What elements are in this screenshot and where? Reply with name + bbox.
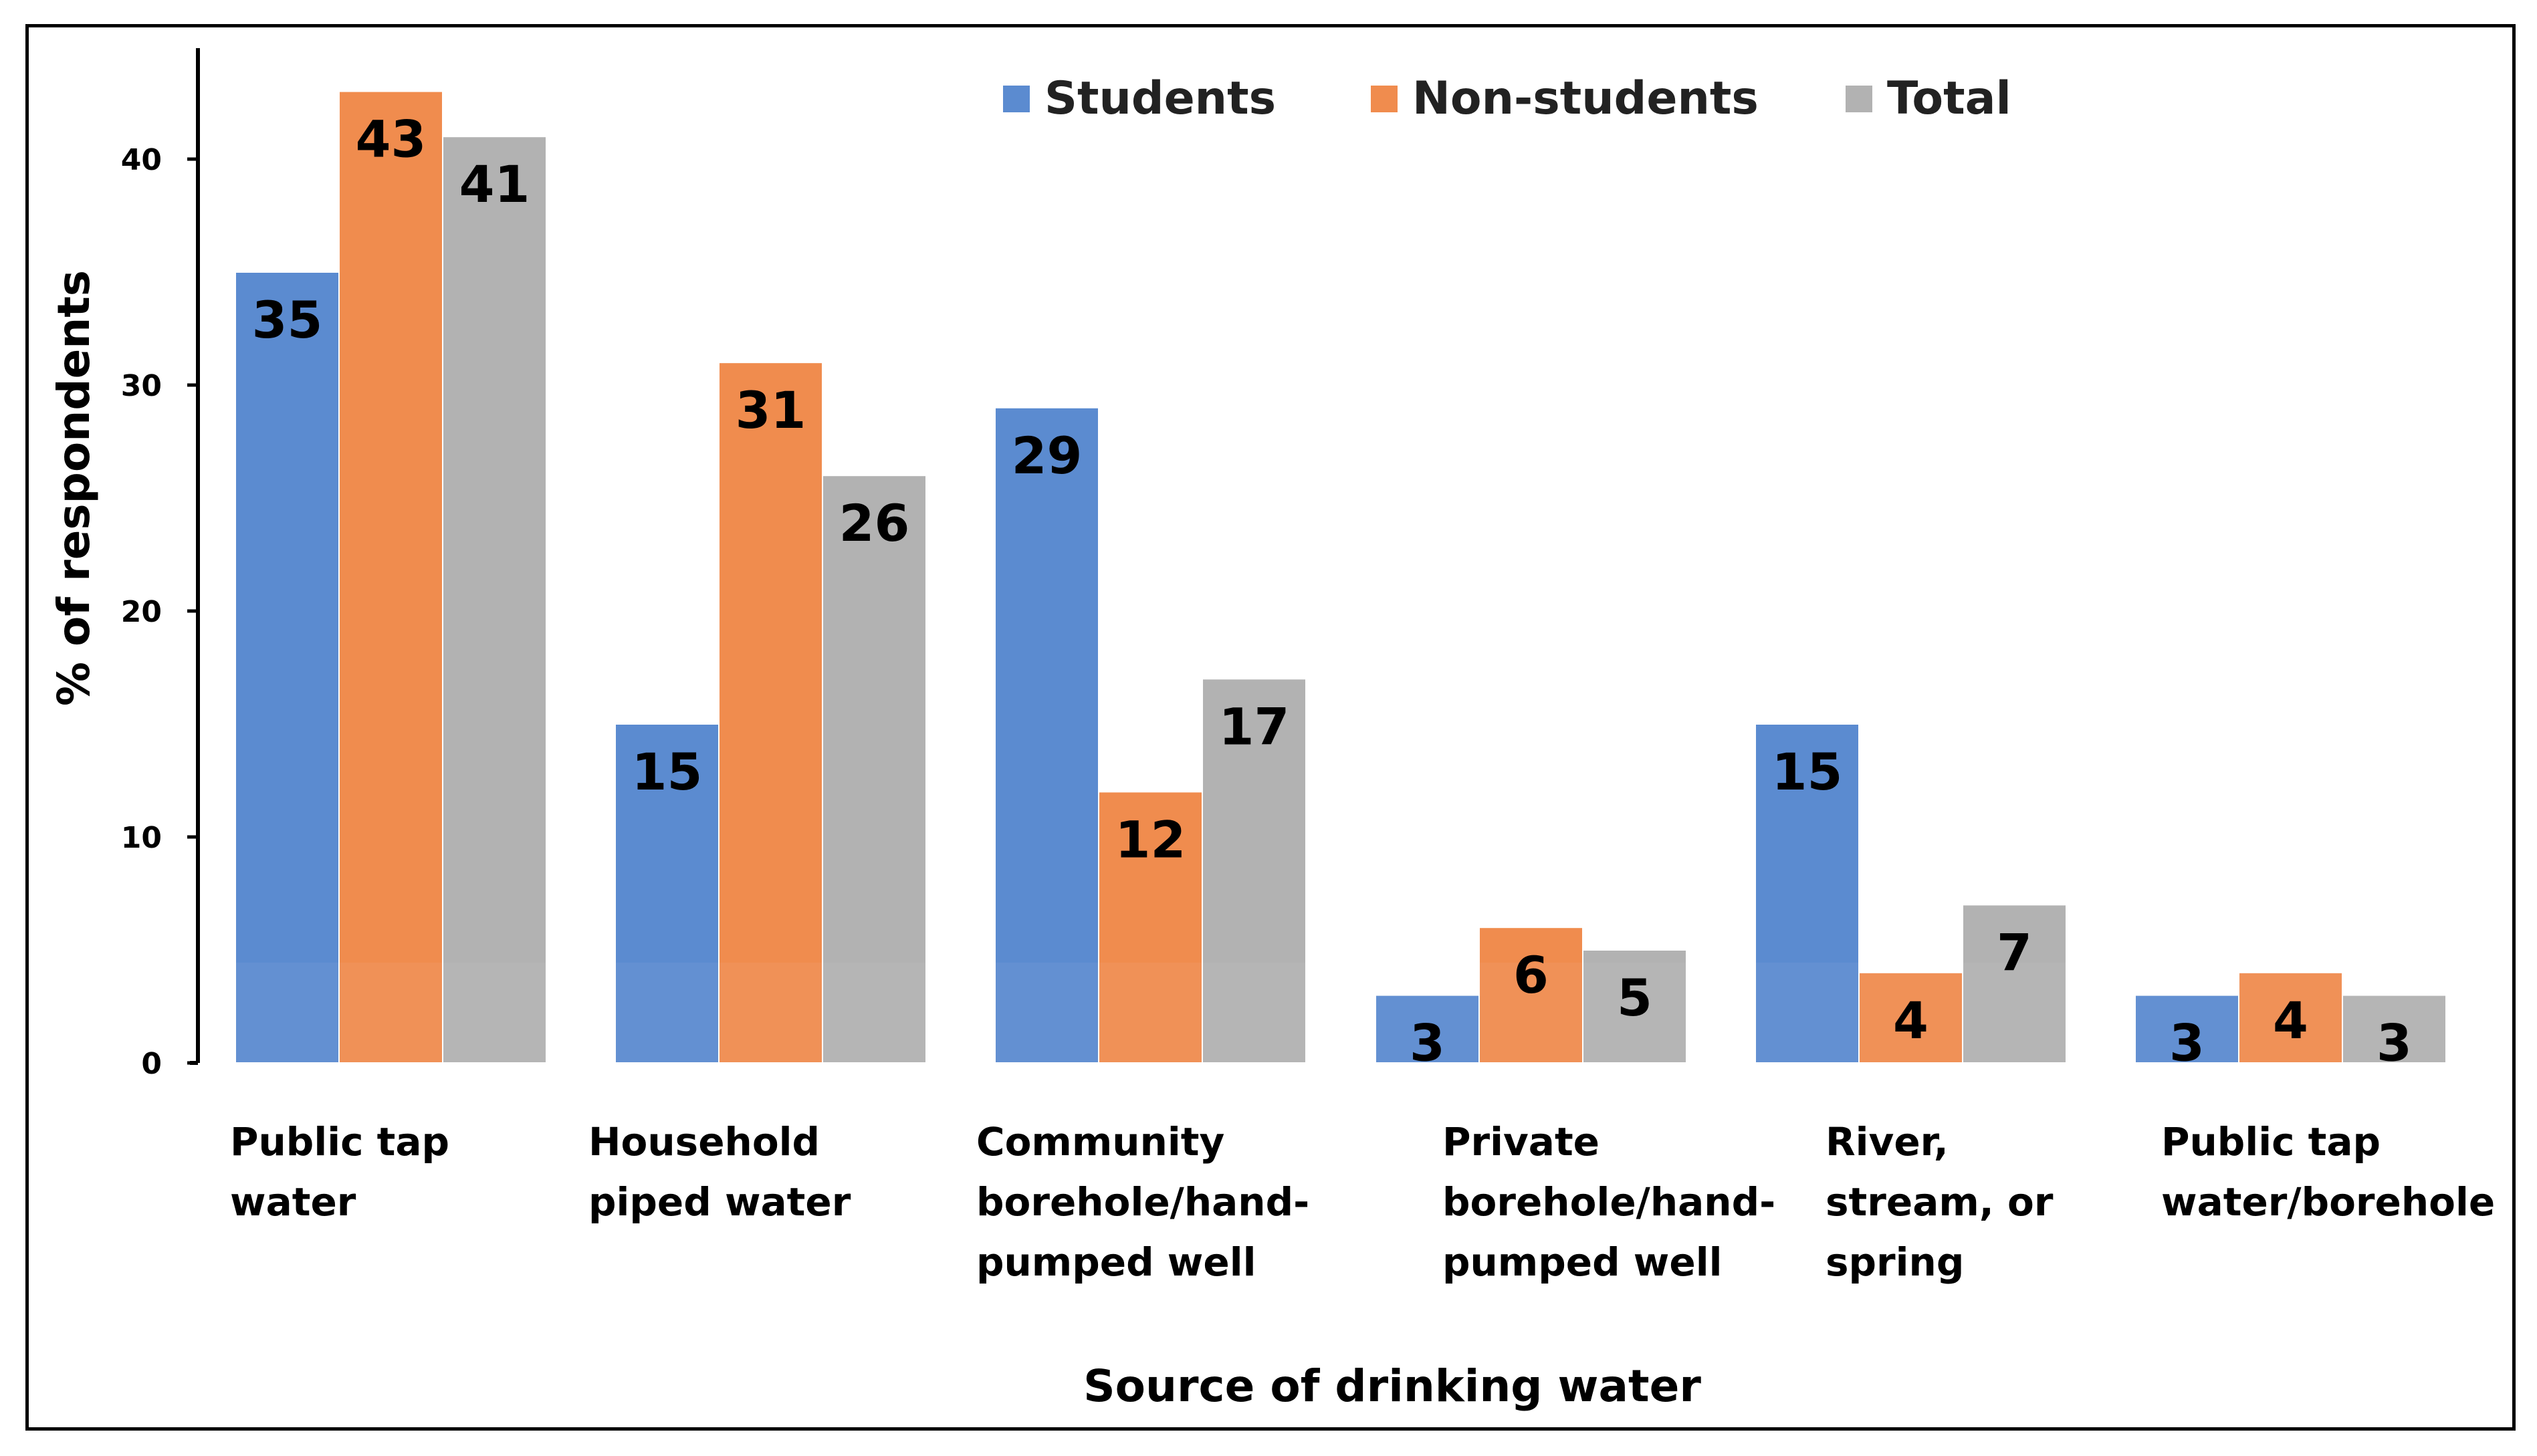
legend: Students Non-students Total — [1003, 72, 2011, 125]
bar-shade — [1583, 963, 1686, 1063]
bar-total-0 — [442, 136, 547, 1064]
bar-shade — [1479, 963, 1583, 1063]
category-label: Household piped water — [588, 1119, 851, 1225]
category-label-line: pumped well — [976, 1239, 1256, 1285]
bar-non-students-1 — [718, 362, 823, 1064]
bar-shade — [615, 963, 719, 1063]
category-label: Public tap water/borehole — [2161, 1119, 2495, 1225]
bar-non-students-3 — [1478, 927, 1583, 1064]
data-labels: 35 15 29 3 15 3 43 31 12 6 4 4 41 26 17 5 7 3 — [252, 110, 2412, 1073]
y-tick-label: 20 — [121, 595, 162, 629]
bar-shade — [235, 963, 339, 1063]
data-label: 35 — [252, 290, 323, 350]
data-label: 5 — [1617, 968, 1652, 1027]
category-label-line: piped water — [588, 1179, 851, 1225]
category-label-line: Household — [588, 1119, 820, 1165]
bar-total-5 — [2342, 994, 2447, 1064]
data-label: 31 — [736, 380, 806, 440]
category-label-line: Public tap — [230, 1119, 449, 1165]
bar-total-1 — [822, 475, 927, 1064]
bar-non-students-0 — [338, 90, 443, 1064]
bar-shade — [1202, 963, 1306, 1063]
category-label: River, stream, or spring — [1826, 1119, 2054, 1285]
bar-shade — [1755, 963, 1859, 1063]
bar-shade — [822, 963, 926, 1063]
data-label: 4 — [2273, 991, 2308, 1050]
data-label: 26 — [839, 493, 910, 553]
y-tick-label: 0 — [141, 1047, 162, 1081]
data-label: 6 — [1513, 945, 1549, 1005]
data-label: 7 — [1997, 923, 2032, 982]
bar-shade — [443, 963, 546, 1063]
bar-total-4 — [1962, 904, 2067, 1064]
legend-swatch — [1846, 86, 1872, 112]
bar-students-2 — [994, 406, 1099, 1064]
category-label-line: stream, or — [1826, 1179, 2054, 1225]
category-label: Public tap water — [230, 1119, 449, 1225]
legend-label: Students — [1044, 72, 1276, 125]
legend-swatch — [1003, 86, 1030, 112]
category-label-line: River, — [1826, 1119, 1949, 1165]
data-label: 29 — [1012, 426, 1083, 485]
category-label-line: pumped well — [1442, 1239, 1723, 1285]
bar-total-3 — [1582, 949, 1687, 1064]
category-label-line: borehole/hand- — [976, 1179, 1309, 1225]
category-label-line: spring — [1826, 1239, 1964, 1285]
bar-shade — [1859, 963, 1963, 1063]
data-label: 41 — [459, 154, 530, 214]
data-label: 15 — [632, 742, 703, 802]
y-tick-label: 30 — [121, 369, 162, 403]
data-label: 4 — [1893, 991, 1928, 1050]
data-label: 43 — [356, 110, 427, 169]
category-label-line: water — [230, 1179, 356, 1225]
bar-shade — [719, 963, 822, 1063]
bar-students-1 — [615, 723, 720, 1064]
data-label: 15 — [1772, 742, 1843, 802]
bar-shade — [2135, 963, 2239, 1063]
legend-label: Total — [1887, 72, 2011, 125]
data-label: 17 — [1219, 697, 1290, 756]
category-label: Community borehole/hand-pumped well — [976, 1119, 1309, 1285]
bar-students-4 — [1755, 723, 1860, 1064]
category-label-line: water/borehole — [2161, 1179, 2495, 1225]
x-axis-title: Source of drinking water — [1083, 1360, 1701, 1412]
bar-students-5 — [2134, 994, 2239, 1064]
y-tick-label: 40 — [121, 143, 162, 177]
bar-non-students-2 — [1098, 791, 1203, 1064]
bar-shade — [2342, 963, 2446, 1063]
bar-non-students-4 — [1858, 971, 1963, 1064]
data-label: 3 — [1410, 1013, 1445, 1073]
bar-shade — [995, 963, 1099, 1063]
bar-shade — [1963, 963, 2066, 1063]
category-label-line: Public tap — [2161, 1119, 2381, 1165]
data-label: 3 — [2377, 1013, 2412, 1073]
y-ticks: 0 10 20 30 40 — [121, 143, 198, 1081]
category-label-line: Private — [1442, 1119, 1600, 1165]
bars-layer — [235, 90, 2447, 1064]
data-label: 12 — [1115, 810, 1186, 869]
y-tick-label: 10 — [121, 821, 162, 855]
category-label: Private borehole/hand-pumped well — [1442, 1119, 1775, 1285]
legend-label: Non-students — [1412, 72, 1759, 125]
y-axis-title: % of respondents — [48, 270, 100, 706]
bar-non-students-5 — [2238, 971, 2343, 1064]
bar-shade — [1375, 963, 1479, 1063]
legend-swatch — [1371, 86, 1398, 112]
category-labels: Public tap water Household piped water Commu… — [230, 1119, 2495, 1285]
axes-layer — [190, 48, 200, 1065]
bar-total-2 — [1202, 678, 1307, 1064]
data-label: 3 — [2169, 1013, 2205, 1073]
category-label-line: Community — [976, 1119, 1224, 1165]
bar-students-0 — [235, 271, 340, 1064]
bar-shade — [1099, 963, 1202, 1063]
bar-shade — [2239, 963, 2342, 1063]
category-label-line: borehole/hand- — [1442, 1179, 1775, 1225]
bar-shade — [339, 963, 443, 1063]
